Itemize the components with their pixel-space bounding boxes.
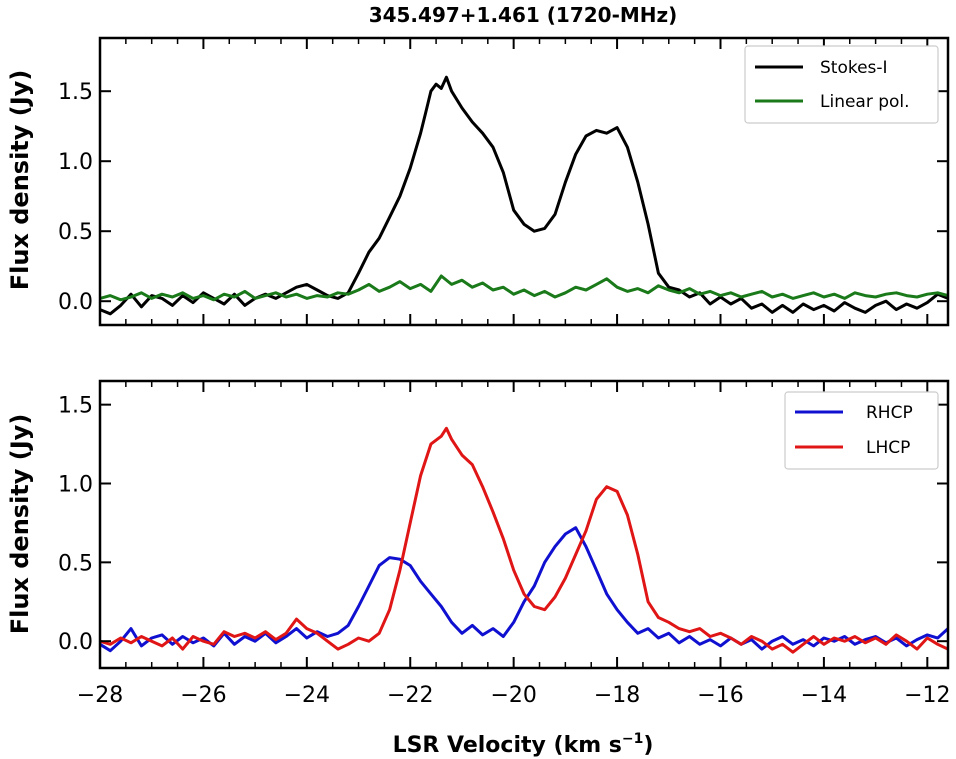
y-tick-label: 1.5 xyxy=(58,394,93,419)
x-tick-label: −22 xyxy=(387,683,433,708)
series-line-lhcp xyxy=(99,426,949,654)
y-tick-label: 1.0 xyxy=(58,473,93,498)
legend-label-lhcp: LHCP xyxy=(866,438,910,458)
series-line-linear-pol xyxy=(99,274,949,302)
top-panel: Flux density (Jy) 0.0 0.5 1.0 1.5 Stokes-I … xyxy=(6,36,950,327)
x-tick-label: −12 xyxy=(904,683,950,708)
bottom-plot-area: 0.0 0.5 1.0 1.5 −28 −26 −24 −22 −20 −18 −16 −14 −12 xyxy=(58,379,951,708)
y-tick-label: 0.5 xyxy=(58,551,93,576)
y-tick-label: 1.5 xyxy=(58,80,93,105)
bottom-legend-box xyxy=(784,391,939,470)
y-tick-label: 0.0 xyxy=(58,290,93,315)
x-tick-label: −26 xyxy=(180,683,226,708)
x-tick-label: −18 xyxy=(594,683,640,708)
bottom-panel: Flux density (Jy) 0.0 0.5 1.0 1.5 −28 −26 −24 −… xyxy=(6,379,951,708)
legend-label-stokes-i: Stokes-I xyxy=(820,58,888,78)
x-tick-label: −24 xyxy=(284,683,330,708)
series-line-stokes-i xyxy=(99,75,949,316)
y-tick-label: 0.0 xyxy=(58,630,93,655)
y-tick-label: 1.0 xyxy=(58,150,93,175)
figure-title: 345.497+1.461 (1720-MHz) xyxy=(369,3,678,27)
legend-label-linear-pol: Linear pol. xyxy=(820,92,910,112)
bottom-legend: RHCP LHCP xyxy=(784,391,939,470)
x-tick-label: −28 xyxy=(77,683,123,708)
top-plot-area: 0.0 0.5 1.0 1.5 xyxy=(58,36,950,327)
x-tick-label: −20 xyxy=(490,683,536,708)
axes-frame xyxy=(98,379,950,670)
top-legend-box xyxy=(744,45,939,124)
y-tick-label: 0.5 xyxy=(58,220,93,245)
x-tick-label: −14 xyxy=(801,683,847,708)
top-ylabel: Flux density (Jy) xyxy=(6,70,34,291)
axes-frame xyxy=(98,36,950,327)
x-axis-label: LSR Velocity (km s−1) xyxy=(393,731,654,758)
x-tick-label: −16 xyxy=(697,683,743,708)
legend-label-rhcp: RHCP xyxy=(866,403,913,423)
top-legend: Stokes-I Linear pol. xyxy=(744,45,939,124)
bottom-ylabel: Flux density (Jy) xyxy=(6,414,34,635)
